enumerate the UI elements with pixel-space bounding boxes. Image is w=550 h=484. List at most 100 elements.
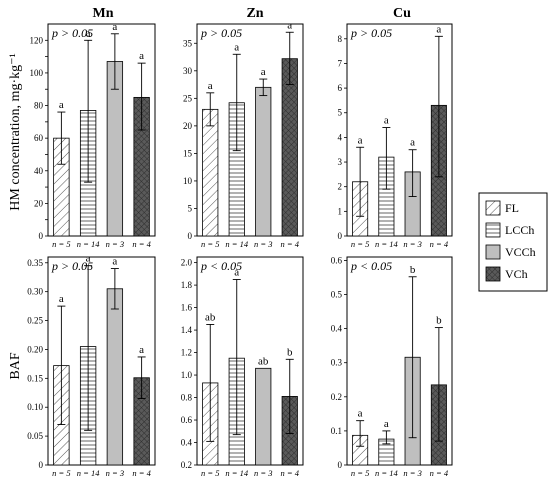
n-label: n = 14 (225, 239, 248, 249)
n-label: n = 3 (403, 468, 422, 478)
p-value-label: p < 0.05 (350, 259, 392, 273)
significance-letter: b (287, 346, 293, 358)
panel-title-mn: Mn (93, 6, 114, 21)
y-tick-label: 0 (39, 231, 44, 241)
y-tick-label: 6 (338, 83, 343, 93)
y-tick-label: 1.2 (181, 348, 192, 358)
y-tick-label: 1 (338, 206, 343, 216)
n-label: n = 14 (77, 239, 100, 249)
significance-letter: a (59, 99, 64, 111)
y-tick-label: 80 (34, 101, 44, 111)
significance-letter: a (86, 27, 91, 39)
p-value-label: p > 0.05 (51, 26, 93, 40)
panel-title-cu: Cu (393, 6, 411, 21)
n-label: n = 4 (430, 239, 449, 249)
n-label: n = 5 (52, 239, 71, 249)
y-tick-label: 0 (338, 460, 343, 470)
legend-label-fl: FL (505, 201, 519, 215)
n-label: n = 3 (106, 468, 125, 478)
y-tick-label: 0.05 (27, 431, 43, 441)
y-tick-label: 7 (338, 58, 343, 68)
p-value-label: p > 0.05 (350, 26, 392, 40)
significance-letter: a (208, 80, 213, 92)
y-tick-label: 120 (30, 35, 44, 45)
panel-title-zn: Zn (246, 6, 263, 21)
y-tick-label: 0.5 (331, 290, 343, 300)
n-label: n = 5 (52, 468, 71, 478)
significance-letter: a (358, 408, 363, 420)
y-tick-label: 20 (34, 198, 44, 208)
n-label: n = 5 (201, 468, 220, 478)
significance-letter: ab (205, 311, 216, 323)
n-label: n = 3 (254, 468, 273, 478)
significance-letter: a (436, 23, 441, 35)
y-tick-label: 30 (183, 66, 193, 76)
y-tick-label: 5 (338, 108, 343, 118)
y-tick-label: 1.4 (181, 325, 193, 335)
y-tick-label: 0.8 (181, 393, 193, 403)
n-label: n = 4 (132, 468, 151, 478)
n-label: n = 14 (77, 468, 100, 478)
n-label: n = 4 (281, 239, 300, 249)
y-tick-label: 0.35 (27, 258, 43, 268)
y-tick-label: 0.1 (331, 426, 342, 436)
legend-swatch-vcch (485, 244, 501, 260)
y-tick-label: 0 (338, 231, 343, 241)
y-tick-label: 0.25 (27, 316, 43, 326)
y-tick-label: 35 (183, 38, 193, 48)
significance-letter: a (112, 21, 117, 33)
panel-frame (47, 256, 156, 466)
y-tick-label: 20 (183, 121, 193, 131)
y-tick-label: 40 (34, 166, 44, 176)
significance-letter: a (384, 418, 389, 430)
significance-letter: a (139, 344, 144, 356)
y-tick-label: 0.2 (181, 460, 192, 470)
y-tick-label: 3 (338, 157, 343, 167)
p-value-label: p > 0.05 (51, 259, 93, 273)
n-label: n = 5 (201, 239, 220, 249)
y-tick-label: 0 (39, 460, 44, 470)
n-label: n = 14 (225, 468, 248, 478)
legend-label-lcch: LCCh (505, 223, 534, 237)
n-label: n = 3 (403, 239, 422, 249)
n-label: n = 3 (254, 239, 273, 249)
y-tick-label: 60 (34, 133, 44, 143)
legend-swatch-vch (485, 266, 501, 282)
y-tick-label: 100 (30, 68, 44, 78)
n-label: n = 3 (106, 239, 125, 249)
bar-vcch (106, 288, 124, 466)
significance-letter: a (261, 66, 266, 78)
y-tick-label: 1.0 (181, 370, 193, 380)
n-label: n = 5 (351, 239, 370, 249)
legend-label-vcch: VCCh (505, 245, 536, 259)
significance-letter: a (112, 256, 117, 268)
y-tick-label: 0.10 (27, 402, 43, 412)
y-tick-label: 0.20 (27, 344, 43, 354)
p-value-label: p > 0.05 (200, 26, 242, 40)
legend: FL LCCh VCCh VCh (478, 192, 548, 292)
panel-frame (346, 23, 453, 237)
n-label: n = 5 (351, 468, 370, 478)
panel-frame (47, 23, 156, 237)
panel-frame (196, 256, 304, 466)
significance-letter: b (410, 264, 416, 276)
y-tick-label: 0.6 (331, 255, 343, 265)
y-tick-label: 0 (188, 231, 193, 241)
y-tick-label: 2.0 (181, 258, 193, 268)
chart-panel-5: 0.20.40.60.81.01.21.41.61.82.0 p < 0.05ab… (181, 256, 304, 478)
bar-vcch (255, 86, 272, 237)
y-tick-label: 0.6 (181, 415, 193, 425)
significance-letter: b (436, 315, 442, 327)
significance-letter: a (287, 19, 292, 31)
bar-fl (202, 108, 219, 237)
y-tick-label: 8 (338, 34, 343, 44)
n-label: n = 4 (132, 239, 151, 249)
y-tick-label: 0.4 (331, 324, 343, 334)
chart-panel-3: 0 1 2 3 4 5 6 7 8 p > 0.05 a n = 5 a n = 14 a n = 3 a n =… (338, 23, 453, 249)
y-tick-label: 1.8 (181, 280, 193, 290)
y-tick-label: 10 (183, 176, 193, 186)
